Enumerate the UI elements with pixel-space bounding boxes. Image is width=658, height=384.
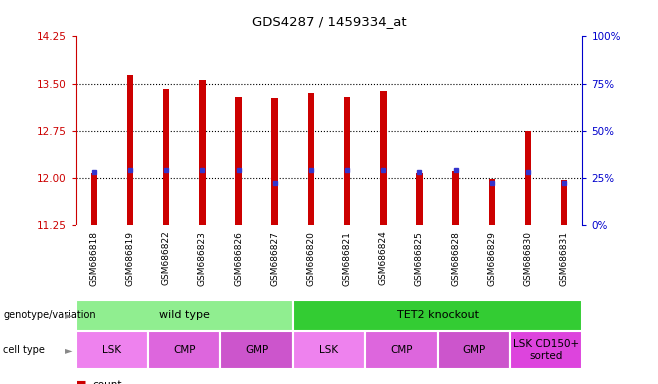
Bar (417, 173, 422, 225)
Text: GSM686822: GSM686822 (162, 231, 170, 285)
Text: CMP: CMP (173, 345, 195, 355)
Bar (489, 179, 495, 225)
Text: GSM686824: GSM686824 (379, 231, 388, 285)
Text: wild type: wild type (159, 310, 210, 320)
Bar (380, 91, 386, 225)
Text: GDS4287 / 1459334_at: GDS4287 / 1459334_at (252, 15, 406, 28)
Text: cell type: cell type (3, 345, 45, 355)
Bar (272, 98, 278, 225)
Bar (76, 300, 293, 331)
Bar (365, 331, 438, 369)
Text: genotype/variation: genotype/variation (3, 310, 96, 320)
Bar (438, 331, 510, 369)
Bar (220, 331, 293, 369)
Bar (344, 97, 350, 225)
Bar (453, 171, 459, 225)
Text: GSM686827: GSM686827 (270, 231, 279, 286)
Text: ►: ► (65, 310, 73, 320)
Text: GSM686818: GSM686818 (89, 231, 98, 286)
Text: GSM686819: GSM686819 (126, 231, 134, 286)
Bar (510, 331, 582, 369)
Text: GSM686828: GSM686828 (451, 231, 460, 286)
Bar (199, 80, 205, 225)
Text: GSM686820: GSM686820 (307, 231, 315, 286)
Text: ►: ► (65, 345, 73, 355)
Text: TET2 knockout: TET2 knockout (397, 310, 478, 320)
Text: ■: ■ (76, 380, 86, 384)
Bar (163, 89, 169, 225)
Text: CMP: CMP (390, 345, 413, 355)
Text: LSK CD150+
sorted: LSK CD150+ sorted (513, 339, 579, 361)
Bar (293, 331, 365, 369)
Bar (148, 331, 220, 369)
Bar (76, 331, 148, 369)
Text: GSM686829: GSM686829 (488, 231, 496, 286)
Text: GMP: GMP (245, 345, 268, 355)
Text: GSM686823: GSM686823 (198, 231, 207, 286)
Text: GSM686825: GSM686825 (415, 231, 424, 286)
Text: GSM686830: GSM686830 (524, 231, 532, 286)
Bar (91, 172, 97, 225)
Text: GMP: GMP (462, 345, 486, 355)
Bar (236, 97, 241, 225)
Text: GSM686821: GSM686821 (343, 231, 351, 286)
Text: LSK: LSK (102, 345, 122, 355)
Bar (293, 300, 582, 331)
Bar (561, 180, 567, 225)
Text: GSM686826: GSM686826 (234, 231, 243, 286)
Text: GSM686831: GSM686831 (560, 231, 569, 286)
Text: LSK: LSK (319, 345, 339, 355)
Bar (127, 75, 133, 225)
Text: count: count (92, 380, 122, 384)
Bar (525, 131, 531, 225)
Bar (308, 93, 314, 225)
